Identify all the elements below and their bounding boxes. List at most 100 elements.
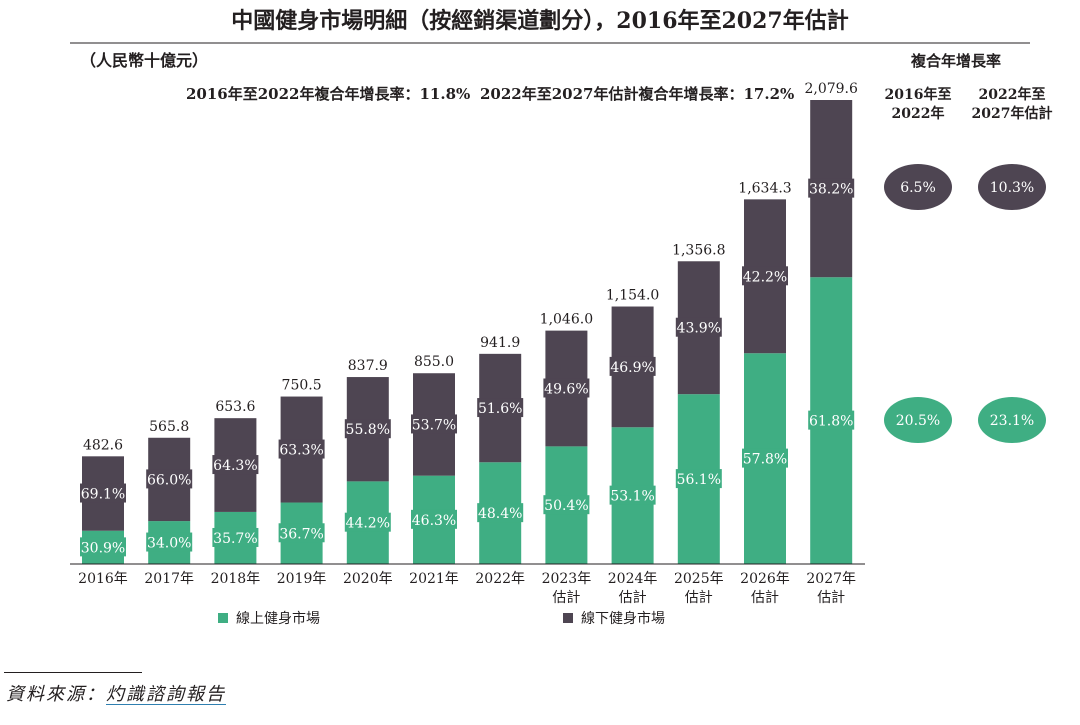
cagr-column-header: 2022年 xyxy=(892,105,945,122)
label-bg-offline xyxy=(278,439,325,459)
unit-label: （人民幣十億元） xyxy=(80,51,208,70)
source-label: 資料來源： xyxy=(6,684,106,705)
cagr-column-header: 2027年估計 xyxy=(972,105,1053,122)
share-label-online: 57.8% xyxy=(743,452,787,468)
source-note: 資料來源：灼識諮詢報告 xyxy=(6,680,226,706)
share-label-online: 34.0% xyxy=(147,536,191,552)
label-bg-online xyxy=(477,503,524,523)
share-label-offline: 63.3% xyxy=(279,443,323,459)
label-bg-offline xyxy=(411,414,457,434)
total-label: 1,356.8 xyxy=(672,242,725,258)
share-label-online: 44.2% xyxy=(346,516,390,532)
total-label: 941.9 xyxy=(480,335,520,351)
label-bg-online xyxy=(808,410,855,430)
x-tick-label: 估計 xyxy=(817,590,845,606)
label-bg-online xyxy=(675,469,722,489)
total-label: 1,634.3 xyxy=(738,180,791,196)
label-bg-online xyxy=(212,527,259,547)
x-tick-label: 2018年 xyxy=(211,571,261,587)
label-bg-online xyxy=(411,509,457,529)
cagr-value-offline: 10.3% xyxy=(990,180,1034,196)
share-label-online: 46.3% xyxy=(412,513,456,529)
share-label-offline: 38.2% xyxy=(809,182,853,198)
x-tick-label: 估計 xyxy=(751,590,779,606)
cagr-table-header: 複合年增長率 xyxy=(910,52,1001,70)
share-label-online: 48.4% xyxy=(478,506,522,522)
share-label-online: 36.7% xyxy=(279,526,323,542)
label-bg-online xyxy=(344,512,391,532)
cagr-column-header: 2016年至 xyxy=(885,86,952,103)
total-label: 482.6 xyxy=(83,437,123,453)
label-bg-online xyxy=(80,537,126,557)
total-label: 1,154.0 xyxy=(606,288,659,304)
x-tick-label: 2023年 xyxy=(542,571,592,587)
share-label-online: 35.7% xyxy=(213,531,257,547)
x-tick-label: 2019年 xyxy=(277,571,327,587)
x-tick-label: 2026年 xyxy=(740,571,790,587)
share-label-offline: 69.1% xyxy=(81,487,125,503)
legend-swatch-offline xyxy=(563,613,573,623)
share-label-offline: 46.9% xyxy=(610,360,654,376)
cagr-note-2: 2022年至2027年估計複合年增長率：17.2% xyxy=(480,85,794,103)
cagr-badge-online xyxy=(884,397,952,443)
x-tick-label: 2022年 xyxy=(475,571,525,587)
share-label-offline: 49.6% xyxy=(544,381,588,397)
total-label: 565.8 xyxy=(149,419,189,435)
share-label-offline: 55.8% xyxy=(346,422,390,438)
x-tick-label: 2017年 xyxy=(144,571,194,587)
x-tick-label: 2027年 xyxy=(806,571,856,587)
cagr-note-1: 2016年至2022年複合年增長率：11.8% xyxy=(186,85,470,103)
share-label-offline: 64.3% xyxy=(213,458,257,474)
label-bg-offline xyxy=(808,178,855,198)
share-label-offline: 51.6% xyxy=(478,401,522,417)
label-bg-online xyxy=(742,448,788,468)
share-label-online: 53.1% xyxy=(610,489,654,505)
cagr-value-online: 20.5% xyxy=(896,413,940,429)
legend-swatch-online xyxy=(218,613,228,623)
total-label: 1,046.0 xyxy=(540,312,593,328)
share-label-offline: 66.0% xyxy=(147,472,191,488)
share-label-offline: 43.9% xyxy=(677,321,721,337)
label-bg-offline xyxy=(609,356,656,376)
label-bg-offline xyxy=(675,317,722,337)
x-tick-label: 估計 xyxy=(552,590,580,606)
cagr-badge-offline xyxy=(978,164,1046,210)
source-rule xyxy=(4,672,142,673)
cagr-badge-offline xyxy=(884,164,952,210)
total-label: 837.9 xyxy=(348,358,388,374)
label-bg-offline xyxy=(344,419,391,439)
label-bg-offline xyxy=(742,266,788,286)
share-label-online: 61.8% xyxy=(809,414,853,430)
label-bg-online xyxy=(543,495,590,515)
label-bg-online xyxy=(609,485,656,505)
label-bg-offline xyxy=(80,483,126,503)
cagr-badge-online xyxy=(978,397,1046,443)
x-tick-label: 估計 xyxy=(685,590,713,606)
x-tick-label: 2020年 xyxy=(343,571,393,587)
share-label-online: 30.9% xyxy=(81,540,125,556)
total-label: 2,079.6 xyxy=(804,81,858,97)
total-label: 653.6 xyxy=(215,399,255,415)
label-bg-offline xyxy=(146,469,193,489)
label-bg-offline xyxy=(477,398,524,418)
total-label: 855.0 xyxy=(414,354,454,370)
label-bg-online xyxy=(146,532,193,552)
share-label-offline: 53.7% xyxy=(412,417,456,433)
share-label-online: 50.4% xyxy=(544,498,588,514)
cagr-value-online: 23.1% xyxy=(990,413,1034,429)
total-label: 750.5 xyxy=(282,378,322,394)
x-tick-label: 2024年 xyxy=(608,571,658,587)
source-name[interactable]: 灼識諮詢報告 xyxy=(106,684,226,705)
legend-label-online: 線上健身市場 xyxy=(236,610,320,627)
x-tick-label: 2025年 xyxy=(674,571,724,587)
cagr-value-offline: 6.5% xyxy=(900,180,936,196)
x-tick-label: 估計 xyxy=(619,590,647,606)
legend-label-offline: 線下健身市場 xyxy=(581,610,665,627)
x-tick-label: 2021年 xyxy=(409,571,459,587)
chart-title: 中國健身市場明細（按經銷渠道劃分），2016年至2027年估計 xyxy=(231,8,848,34)
cagr-column-header: 2022年至 xyxy=(979,86,1046,103)
label-bg-offline xyxy=(212,455,259,475)
label-bg-online xyxy=(278,523,325,543)
share-label-offline: 42.2% xyxy=(743,269,787,285)
label-bg-offline xyxy=(543,378,590,398)
